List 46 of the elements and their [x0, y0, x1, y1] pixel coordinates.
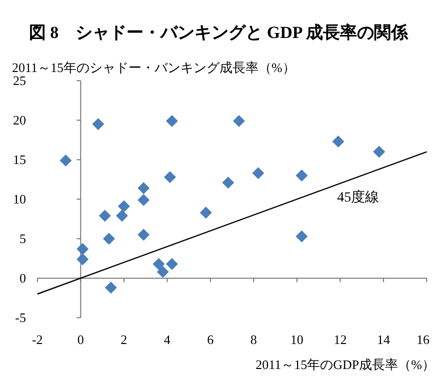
point — [152, 258, 165, 270]
point — [156, 266, 169, 278]
y-tick-label: 5 — [20, 231, 26, 246]
point — [138, 228, 150, 241]
point — [332, 136, 344, 148]
point — [166, 258, 178, 270]
x-tick-label: 4 — [164, 332, 171, 347]
point — [98, 210, 111, 222]
x-tick-label: 12 — [334, 332, 347, 347]
x-tick-label: 0 — [77, 332, 84, 347]
point — [118, 200, 130, 212]
y-tick-label: 20 — [13, 112, 26, 128]
point — [373, 146, 386, 158]
point — [104, 282, 117, 294]
x-tick-label: 10 — [290, 332, 304, 347]
x-tick-label: 8 — [250, 332, 257, 347]
point — [60, 154, 72, 166]
y-tick-label: 25 — [13, 73, 26, 88]
point — [164, 171, 176, 184]
y-tick-label: 10 — [13, 192, 26, 207]
x-tick-label: 14 — [376, 332, 390, 347]
x-tick-label: 6 — [207, 332, 214, 347]
point — [200, 206, 212, 219]
point — [296, 230, 308, 242]
point — [116, 210, 128, 222]
chart-title: 図 8 シャドー・バンキングと GDP 成長率の関係 — [28, 23, 410, 42]
y-tick-label: 0 — [20, 270, 26, 286]
y-tick-label: 15 — [13, 152, 26, 168]
point — [232, 114, 245, 127]
point — [76, 253, 89, 266]
x-axis-title: 2011～15年のGDP成長率（%） — [256, 357, 435, 372]
point — [102, 232, 115, 245]
point — [138, 194, 150, 206]
point — [296, 170, 308, 182]
y-tick-label: -5 — [15, 310, 26, 326]
point — [252, 167, 264, 180]
point — [222, 176, 234, 189]
y-axis-title: 2011～15年のシャドー・バンキング成長率（%） — [12, 60, 296, 75]
point — [92, 118, 104, 130]
x-tick-label: 2 — [120, 332, 128, 347]
x-tick-label: 16 — [416, 332, 430, 347]
x-tick-label: -2 — [32, 332, 43, 347]
annotation: 45度線 — [337, 190, 380, 206]
point — [138, 182, 150, 194]
point — [166, 114, 178, 127]
point — [76, 242, 89, 255]
